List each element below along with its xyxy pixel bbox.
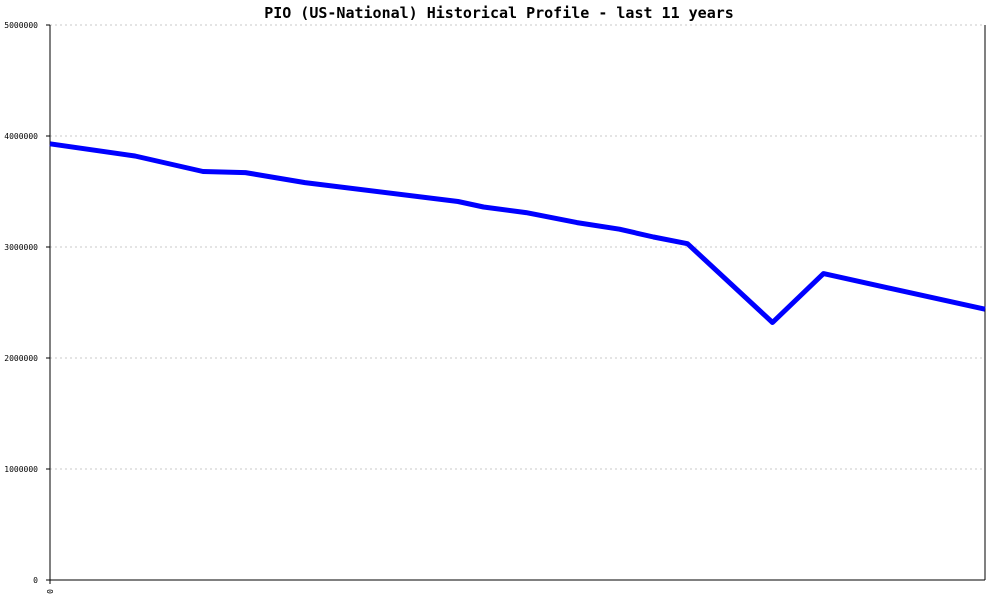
y-tick-label: 5000000 — [4, 21, 38, 30]
x-tick-label: 0 — [46, 589, 55, 594]
y-tick-label: 2000000 — [4, 354, 38, 363]
y-tick-label: 4000000 — [4, 132, 38, 141]
y-axis-ticks: 0 1000000 2000000 3000000 4000000 5000000 — [4, 21, 50, 585]
series-layer — [49, 141, 986, 325]
y-tick-label: 1000000 — [4, 465, 38, 474]
series-line — [49, 141, 986, 325]
chart-title: PIO (US-National) Historical Profile - l… — [264, 4, 734, 22]
y-tick-label: 3000000 — [4, 243, 38, 252]
grid-lines — [50, 24, 985, 470]
x-axis-ticks: 0 — [46, 580, 55, 594]
y-tick-label: 0 — [33, 576, 38, 585]
